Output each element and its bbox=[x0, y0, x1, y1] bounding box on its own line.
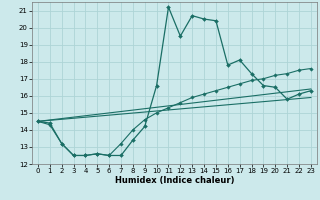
X-axis label: Humidex (Indice chaleur): Humidex (Indice chaleur) bbox=[115, 176, 234, 185]
